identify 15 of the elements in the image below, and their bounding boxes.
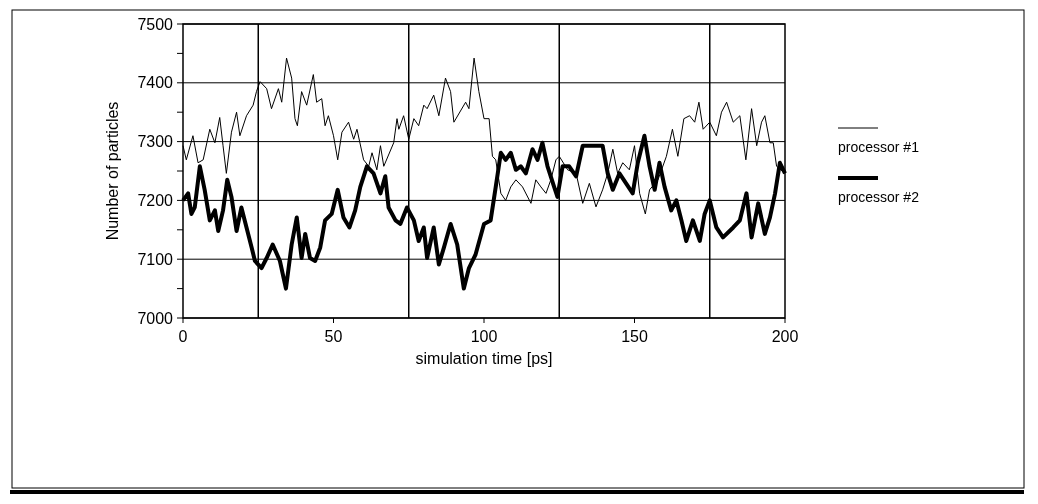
legend-label: processor #2 (838, 189, 920, 205)
y-tick-label: 7300 (137, 133, 174, 151)
y-tick-label: 7200 (137, 192, 174, 209)
x-tick-label: 0 (178, 328, 188, 345)
x-axis-title: simulation time [ps] (415, 350, 553, 367)
x-tick-label: 200 (771, 328, 799, 345)
x-tick-label: 100 (470, 328, 498, 345)
legend-label: processor #1 (838, 139, 920, 155)
y-tick-label: 7400 (137, 74, 174, 92)
x-tick-label: 50 (324, 328, 343, 345)
y-axis-title: Number of particles (104, 101, 121, 241)
y-tick-label: 7100 (137, 250, 174, 268)
y-tick-label: 7000 (137, 309, 174, 327)
x-tick-label: 150 (621, 328, 648, 345)
y-tick-label: 7500 (137, 15, 174, 33)
